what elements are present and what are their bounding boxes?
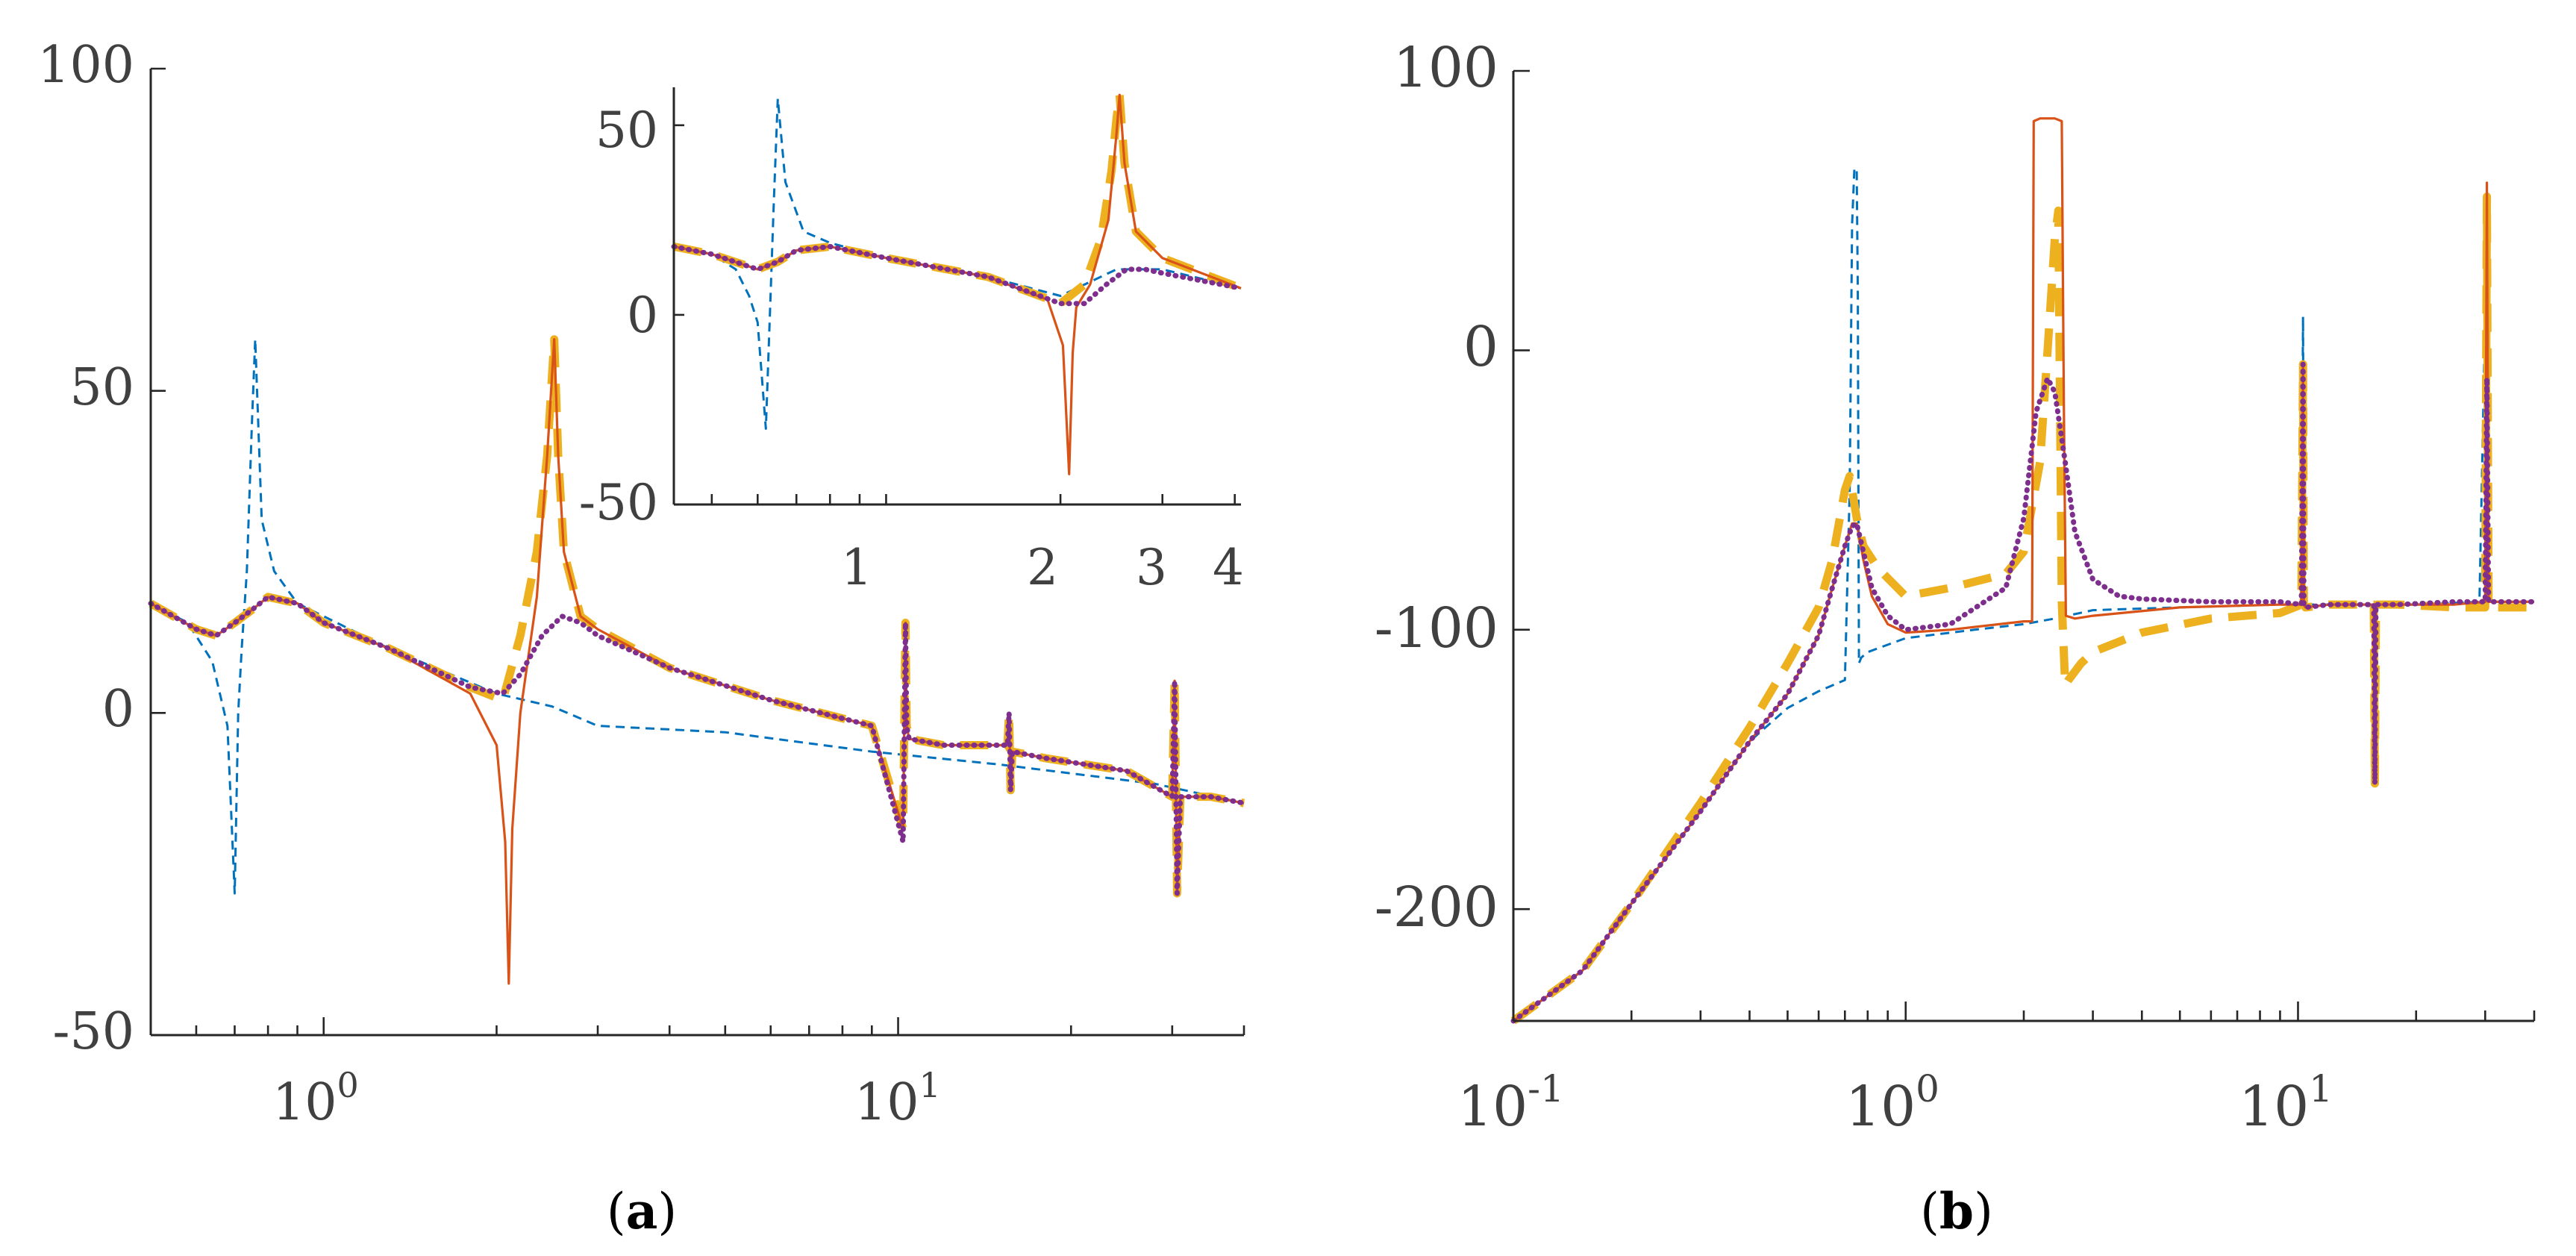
inset-ytick-label: 50 <box>595 101 658 159</box>
inset-xtick-label: 2 <box>1027 539 1058 596</box>
series-line-purple-dotted <box>1510 361 2537 1024</box>
inset-curves <box>671 90 1244 475</box>
panel-b-ytick-label: 0 <box>1463 315 1498 379</box>
series-line-red-solid <box>1513 117 2534 1022</box>
panel-b-ticks <box>1512 69 2536 1021</box>
panel-b-xtick-label: 10-1 <box>1457 1067 1564 1139</box>
panel-b-xtick-label: 100 <box>1845 1067 1939 1139</box>
inset-background <box>674 87 1241 504</box>
series-line-purple-dotted <box>148 594 1247 896</box>
series-line-blue-dashed <box>150 338 1245 895</box>
inset-xtick-label: 4 <box>1213 539 1244 596</box>
panel-a-ticks <box>149 67 1245 1037</box>
series-line-inset-red-solid <box>673 93 1242 475</box>
panel-a-inset: 50 0 -50 1 2 3 4 <box>579 87 1244 596</box>
inset-xtick-label: 3 <box>1136 539 1167 596</box>
series-line-inset-purple-dotted <box>671 243 1244 307</box>
panel-a-xtick-label: 100 <box>272 1065 359 1132</box>
panel-a-xtick-label: 101 <box>854 1065 941 1132</box>
panel-b-ytick-label: -100 <box>1375 596 1498 660</box>
panel-a-ytick-label: 50 <box>69 358 134 417</box>
inset-ytick-label: 0 <box>627 287 658 344</box>
panel-a-caption: (a) <box>607 1182 677 1240</box>
panel-b-curves <box>1510 117 2537 1025</box>
panel-b-ytick-label: -200 <box>1375 875 1498 940</box>
series-line-yellow-dashed <box>1510 193 2534 1025</box>
inset-ytick-label: -50 <box>579 474 658 531</box>
panel-b-xtick-label: 101 <box>2239 1067 2333 1139</box>
panel-b-caption: (b) <box>1920 1182 1993 1240</box>
panel-a-ytick-label: 100 <box>37 36 134 95</box>
panel-a-ytick-label: -50 <box>52 1002 134 1061</box>
series-line-blue-dashed <box>1513 167 2534 1022</box>
inset-ticks <box>674 124 1236 506</box>
panel-a-ytick-label: 0 <box>102 680 134 739</box>
panel-b: 100 0 -100 -200 10-1 100 101 (b) <box>1375 36 2537 1240</box>
inset-xtick-label: 1 <box>841 539 872 596</box>
panel-b-ytick-label: 100 <box>1393 36 1498 100</box>
panel-a-curves <box>148 335 1247 985</box>
panel-a: 100 50 0 -50 100 101 50 0 -50 1 2 3 4 (a… <box>37 36 1247 1240</box>
